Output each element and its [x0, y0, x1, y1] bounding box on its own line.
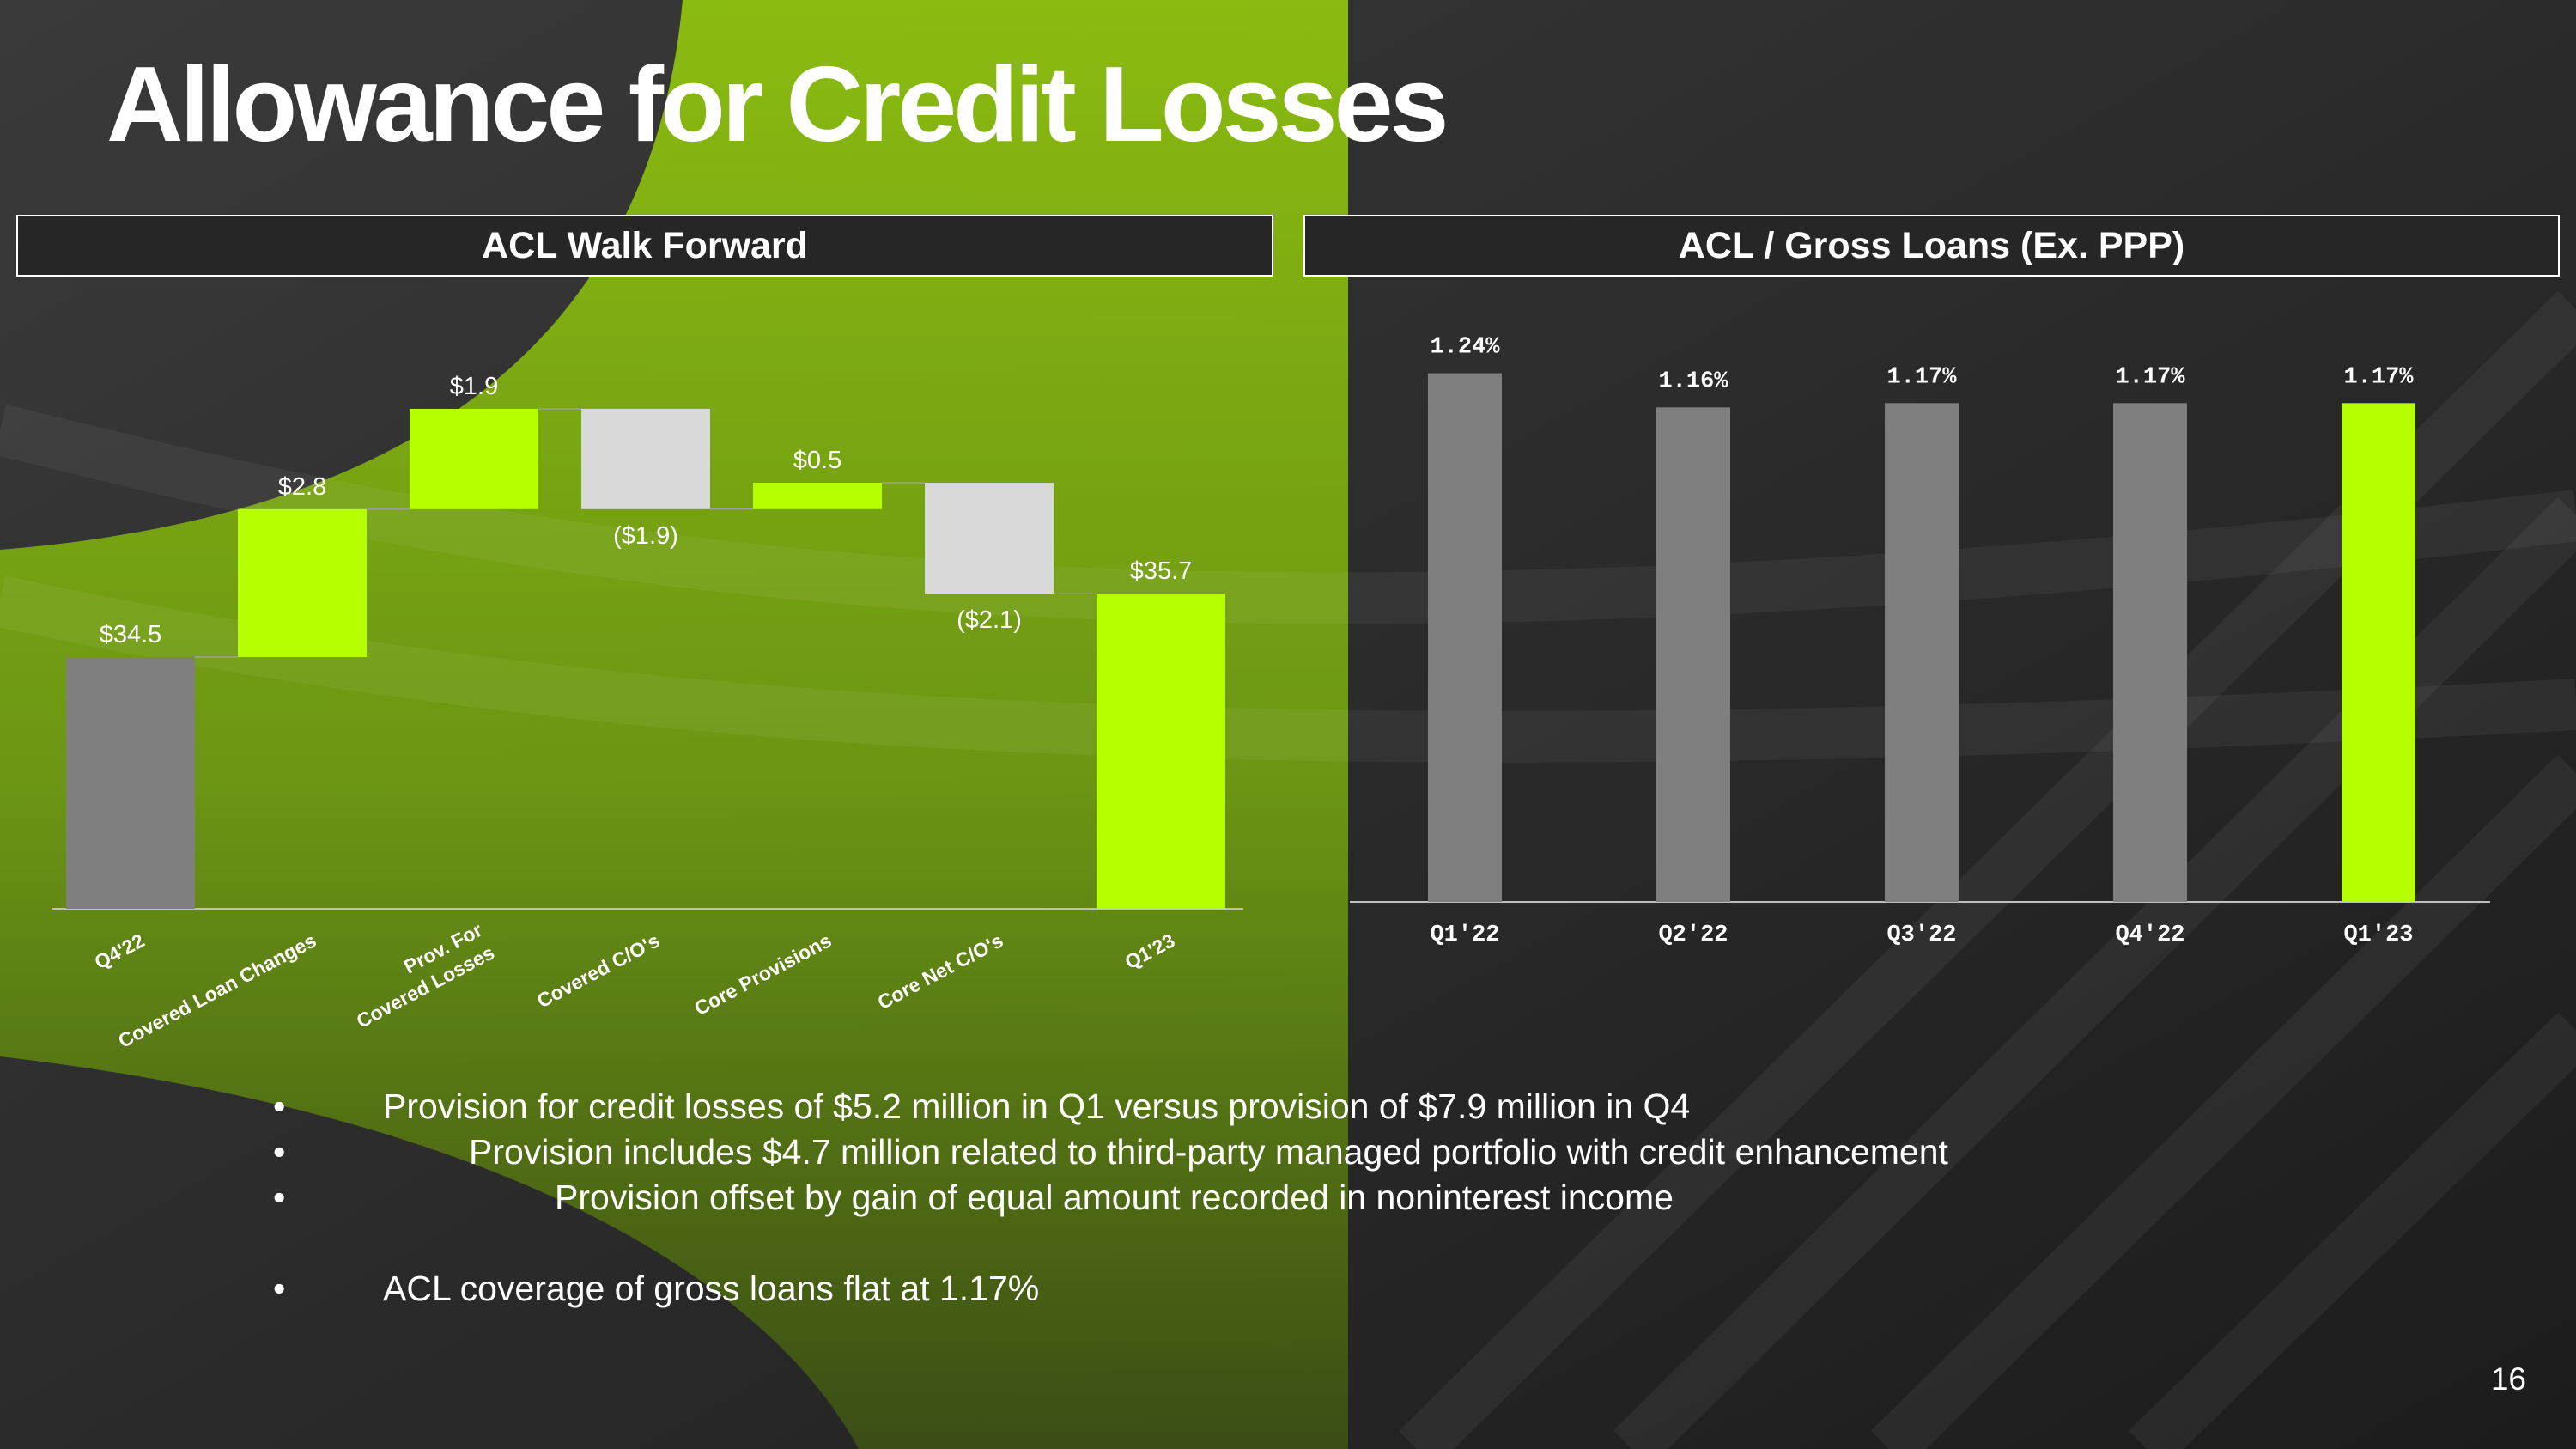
slide-title: Allowance for Credit Losses — [106, 46, 1449, 164]
ratio-category-label: Q1'22 — [1430, 922, 1499, 948]
wf-bar — [925, 483, 1054, 594]
wf-bar — [238, 508, 367, 657]
wf-category-line: Core Net C/O's — [874, 928, 1007, 1014]
ratio-data-label: 1.17% — [2115, 364, 2185, 390]
wf-category-line: Q4'22 — [91, 928, 149, 973]
page-number: 16 — [2490, 1361, 2526, 1397]
wf-category-line: Covered C/O's — [533, 928, 663, 1012]
ratio-category-label: Q1'23 — [2343, 922, 2413, 948]
bullet-acl-coverage: ACL coverage of gross loans flat at 1.17… — [273, 1266, 1948, 1312]
bullet-provision-summary: Provision for credit losses of $5.2 mill… — [273, 1084, 1948, 1129]
ratio-category-label: Q4'22 — [2115, 922, 2184, 948]
wf-data-label: $0.5 — [793, 447, 841, 474]
commentary-bullets: Provision for credit losses of $5.2 mill… — [273, 1084, 1948, 1312]
ratio-bar — [2342, 403, 2415, 902]
wf-category-label: Q4'22 — [91, 928, 149, 973]
ratio-data-label: 1.17% — [1886, 364, 1957, 390]
bullet-spacer — [326, 1221, 1948, 1266]
acl-walk-forward-header: ACL Walk Forward — [16, 215, 1273, 277]
ratio-data-label: 1.16% — [1658, 368, 1728, 394]
wf-category-label: Covered C/O's — [533, 928, 663, 1012]
wf-bar — [753, 483, 882, 509]
acl-gross-loans-header: ACL / Gross Loans (Ex. PPP) — [1303, 215, 2560, 277]
ratio-bar — [1656, 407, 1730, 903]
wf-bar — [1097, 594, 1225, 909]
ratio-category-label: Q2'22 — [1658, 922, 1728, 948]
wf-bar — [410, 408, 538, 509]
bullet-provision-offset: Provision offset by gain of equal amount… — [273, 1175, 1948, 1221]
wf-bar — [66, 657, 195, 909]
wf-category-line: Core Provisions — [690, 928, 835, 1020]
acl-gross-loans-chart: 1.24% Q1'22 1.16% Q2'22 1.17% Q3'22 1.17% Q4'22… — [1350, 335, 2490, 948]
wf-data-label: $2.8 — [278, 473, 326, 501]
ratio-data-label: 1.17% — [2343, 364, 2414, 390]
wf-bar — [581, 408, 710, 509]
ratio-data-label: 1.24% — [1430, 335, 1500, 361]
wf-data-label: ($2.1) — [957, 606, 1022, 634]
wf-category-label: Prov. ForCovered Losses — [341, 918, 498, 1032]
wf-data-label: $35.7 — [1130, 557, 1193, 585]
wf-category-label: Core Net C/O's — [874, 928, 1007, 1014]
wf-data-label: $1.9 — [450, 373, 498, 400]
ratio-bar — [1428, 373, 1502, 902]
wf-category-line: Q1'23 — [1121, 928, 1179, 973]
wf-data-label: $34.5 — [100, 621, 162, 648]
wf-data-label: ($1.9) — [613, 522, 678, 550]
wf-category-label: Core Provisions — [690, 928, 835, 1020]
ratio-bar — [2113, 403, 2187, 902]
bullet-provision-detail: Provision includes $4.7 million related … — [273, 1129, 1948, 1175]
ratio-bar — [1885, 403, 1959, 902]
wf-category-label: Q1'23 — [1121, 928, 1179, 973]
ratio-category-label: Q3'22 — [1886, 922, 1956, 948]
